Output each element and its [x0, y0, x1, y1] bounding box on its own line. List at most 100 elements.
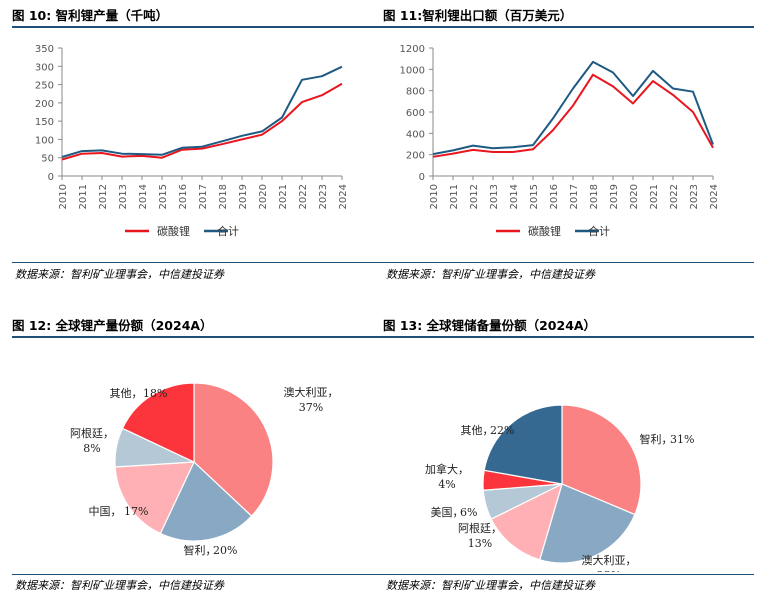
figure-12-bottom-rule — [12, 574, 383, 575]
figure-10-bottom-rule — [12, 262, 383, 263]
y-tick-label-7: 350 — [35, 44, 54, 55]
x-tick-label-11: 2021 — [278, 184, 289, 209]
series-line-1 — [61, 65, 343, 158]
slice-label-name-2: 阿根廷， — [458, 521, 502, 535]
y-tick-label-5: 1000 — [400, 65, 425, 76]
x-tick-label-3: 2013 — [489, 184, 500, 209]
pie-slice-1 — [538, 483, 636, 564]
y-tick-label-4: 200 — [35, 99, 54, 110]
legend-label-1: 合计 — [217, 224, 239, 238]
pie-slice-0 — [193, 382, 274, 517]
y-tick-label-2: 100 — [35, 135, 54, 146]
pie-slice-0 — [561, 404, 642, 516]
slice-label-value-4: 18% — [143, 387, 167, 400]
y-tick-label-5: 250 — [35, 81, 54, 92]
pie-slice-2 — [490, 482, 563, 561]
figure-13-bottom-rule — [383, 574, 754, 575]
y-tick-label-4: 800 — [406, 87, 425, 98]
slice-label-name-0: 澳大利亚， — [284, 385, 339, 399]
figure-13-source: 数据来源：智利矿业理事会，中信建投证券 — [386, 579, 595, 592]
slice-label-name-5: 其他， — [461, 424, 494, 437]
slice-label-value-4: 4% — [438, 478, 455, 491]
slice-label-name-2: 中国， — [89, 505, 122, 518]
x-tick-label-1: 2011 — [78, 184, 89, 209]
x-tick-label-13: 2023 — [689, 184, 700, 209]
x-tick-label-3: 2013 — [118, 184, 129, 209]
x-tick-label-2: 2012 — [469, 184, 480, 209]
y-tick-label-6: 1200 — [400, 44, 425, 55]
x-tick-label-0: 2010 — [429, 184, 440, 209]
x-tick-label-6: 2016 — [178, 184, 189, 209]
figure-11-bottom-rule — [383, 262, 754, 263]
x-tick-label-0: 2010 — [58, 184, 69, 209]
pie-slice-5 — [483, 404, 563, 485]
x-tick-label-9: 2019 — [238, 184, 249, 209]
series-line-0 — [61, 82, 343, 161]
pie-slice-2 — [114, 461, 195, 535]
y-tick-label-2: 400 — [406, 129, 425, 140]
x-tick-label-8: 2018 — [218, 184, 229, 209]
figure-12-pie-chart: 澳大利亚， 37% 智利，20% 中国， 17% 阿根廷， 8% 其他， 18% — [70, 382, 339, 557]
y-tick-label-0: 0 — [48, 172, 54, 183]
y-tick-label-6: 300 — [35, 62, 54, 73]
x-tick-label-9: 2019 — [609, 184, 620, 209]
x-tick-label-8: 2018 — [589, 184, 600, 209]
x-tick-label-4: 2014 — [138, 184, 149, 209]
legend-label-0: 碳酸锂 — [528, 224, 561, 238]
y-tick-label-3: 150 — [35, 117, 54, 128]
slice-label-value-5: 22% — [490, 424, 514, 437]
slice-label-value-3: 6% — [460, 506, 477, 519]
x-tick-label-12: 2022 — [298, 184, 309, 209]
x-tick-label-5: 2015 — [529, 184, 540, 209]
legend-label-0: 碳酸锂 — [157, 224, 190, 238]
slice-label-name-4: 其他， — [110, 387, 143, 400]
x-tick-label-5: 2015 — [158, 184, 169, 209]
pie-slice-1 — [159, 460, 253, 542]
series-line-1 — [432, 60, 714, 156]
x-tick-label-12: 2022 — [669, 184, 680, 209]
figure-11-title: 图 11:智利锂出口额（百万美元） — [383, 8, 573, 23]
y-tick-label-1: 50 — [41, 154, 54, 165]
slice-label-name-4: 加拿大， — [425, 462, 469, 476]
figure-12-title: 图 12: 全球锂产量份额（2024A） — [12, 318, 213, 333]
figure-10-line-chart: 0 50 100 150 200 250 300 350 2010 2011 2012 2013 201… — [35, 44, 349, 238]
x-tick-label-11: 2021 — [649, 184, 660, 209]
legend-label-1: 合计 — [588, 224, 610, 238]
figure-11-source: 数据来源：智利矿业理事会，中信建投证券 — [386, 268, 595, 281]
x-tick-label-10: 2020 — [258, 184, 269, 209]
slice-label-name-1: 澳大利亚， — [582, 553, 637, 567]
x-tick-label-6: 2016 — [549, 184, 560, 209]
slice-label-name-3: 阿根廷， — [70, 426, 114, 440]
y-tick-label-0: 0 — [419, 172, 425, 183]
slice-label-value-1: 23% — [597, 569, 621, 572]
figure-10-source: 数据来源：智利矿业理事会，中信建投证券 — [15, 268, 224, 281]
figure-12-top-rule — [12, 336, 383, 338]
figure-12-source: 数据来源：智利矿业理事会，中信建投证券 — [15, 579, 224, 592]
x-tick-label-4: 2014 — [509, 184, 520, 209]
x-tick-label-10: 2020 — [629, 184, 640, 209]
figure-11-line-chart: 0 200 400 600 800 1000 1200 2010 2011 2012 2013 201… — [400, 44, 720, 238]
slice-label-value-2: 17% — [124, 505, 148, 518]
figure-13-top-rule — [383, 336, 754, 338]
figure-13-title: 图 13: 全球锂储备量份额（2024A） — [383, 318, 597, 333]
figure-10-title: 图 10: 智利锂产量（千吨） — [12, 8, 169, 23]
x-tick-label-7: 2017 — [198, 184, 209, 209]
x-tick-label-13: 2023 — [318, 184, 329, 209]
slice-label-value-3: 8% — [83, 442, 100, 455]
series-line-0 — [432, 73, 714, 158]
figure-13-pie-chart: 智利，31% 澳大利亚， 23% 阿根廷， 13% 美国，6% 加拿大， 4% 其他，22% — [425, 404, 694, 572]
slice-label-name-3: 美国， — [431, 506, 464, 519]
x-tick-label-14: 2024 — [338, 184, 349, 209]
y-tick-label-3: 600 — [406, 108, 425, 119]
figure-11-top-rule — [383, 26, 754, 28]
slice-label-value-0: 31% — [670, 433, 694, 446]
slice-label-name-0: 智利， — [640, 432, 673, 446]
slice-label-value-1: 20% — [213, 544, 237, 557]
slice-label-value-0: 37% — [299, 401, 323, 414]
x-tick-label-1: 2011 — [449, 184, 460, 209]
figure-10-top-rule — [12, 26, 383, 28]
x-tick-label-2: 2012 — [98, 184, 109, 209]
slice-label-value-2: 13% — [468, 537, 492, 550]
slice-label-name-1: 智利， — [184, 543, 217, 557]
x-tick-label-14: 2024 — [709, 184, 720, 209]
